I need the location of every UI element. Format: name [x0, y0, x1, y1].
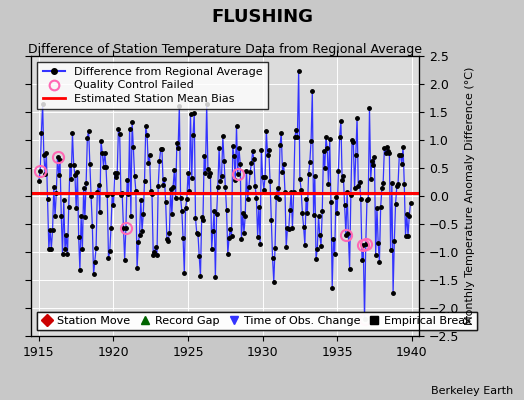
Text: FLUSHING: FLUSHING	[211, 8, 313, 26]
Y-axis label: Monthly Temperature Anomaly Difference (°C): Monthly Temperature Anomaly Difference (…	[465, 67, 475, 325]
Legend: Station Move, Record Gap, Time of Obs. Change, Empirical Break: Station Move, Record Gap, Time of Obs. C…	[37, 312, 476, 330]
Title: Difference of Station Temperature Data from Regional Average: Difference of Station Temperature Data f…	[28, 43, 422, 56]
Text: Berkeley Earth: Berkeley Earth	[431, 386, 514, 396]
